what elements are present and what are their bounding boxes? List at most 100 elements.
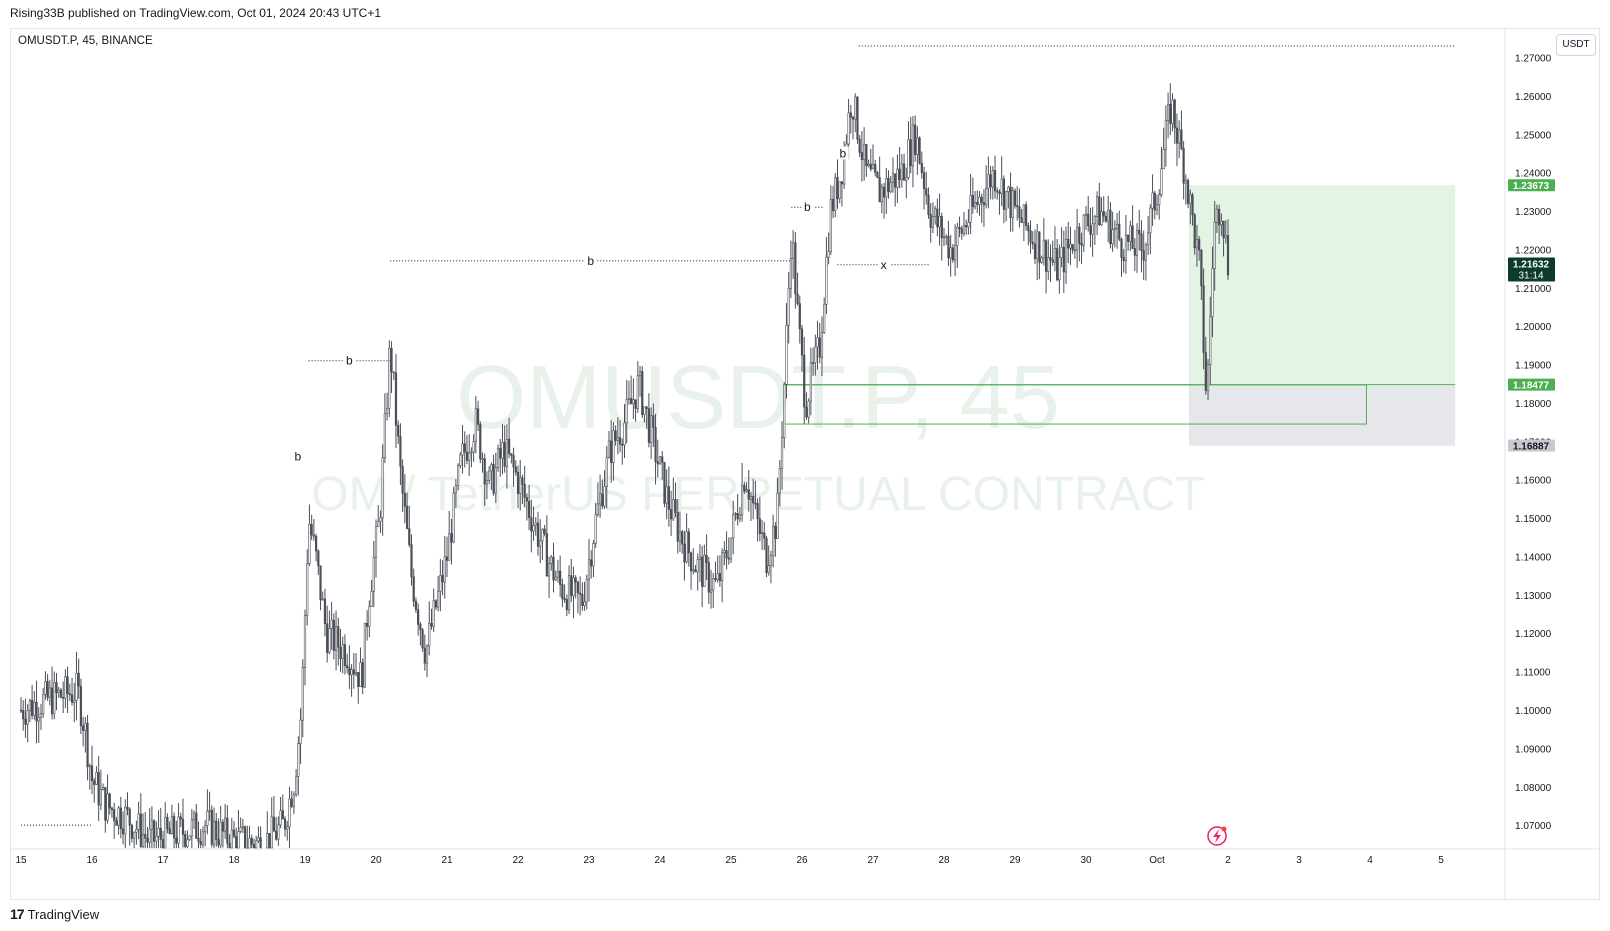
candle bbox=[1151, 174, 1154, 226]
candle bbox=[30, 684, 34, 720]
time-axis[interactable]: 15 16 17 18 19 20 21 22 23 24 25 26 27 28 29 30 Oct 2 3 4 5 bbox=[15, 855, 1444, 866]
candle bbox=[24, 698, 27, 738]
candle bbox=[743, 481, 746, 494]
candle bbox=[727, 537, 730, 565]
candle bbox=[703, 544, 706, 587]
stop-zone[interactable] bbox=[1188, 384, 1456, 446]
candle bbox=[39, 704, 43, 731]
candle bbox=[268, 833, 271, 849]
candle bbox=[1166, 92, 1170, 139]
candle bbox=[75, 651, 78, 721]
candle bbox=[940, 212, 943, 261]
candle bbox=[587, 538, 591, 602]
candle bbox=[721, 548, 724, 603]
candle bbox=[204, 820, 207, 847]
candle bbox=[825, 237, 828, 315]
candle bbox=[330, 601, 333, 650]
currency-button[interactable]: USDT bbox=[1556, 34, 1596, 56]
candle bbox=[175, 820, 178, 848]
candle bbox=[44, 671, 47, 700]
candle bbox=[397, 420, 400, 445]
candle bbox=[1022, 204, 1025, 242]
candle bbox=[854, 93, 857, 133]
candle bbox=[110, 806, 114, 818]
candle bbox=[181, 798, 185, 848]
candle bbox=[99, 769, 102, 811]
candle bbox=[545, 515, 548, 577]
lightning-icon[interactable] bbox=[1207, 826, 1227, 846]
candle bbox=[1058, 244, 1061, 294]
candle bbox=[172, 812, 176, 848]
candle bbox=[938, 193, 941, 246]
candle bbox=[525, 493, 528, 521]
price-tick-label: 1.15000 bbox=[1515, 514, 1552, 525]
candle bbox=[70, 677, 74, 706]
candle bbox=[1162, 127, 1165, 170]
price-tick-label: 1.10000 bbox=[1515, 706, 1552, 717]
candle bbox=[732, 500, 735, 555]
candle bbox=[312, 519, 315, 541]
candle bbox=[428, 601, 431, 656]
candle bbox=[246, 825, 249, 850]
candle bbox=[1089, 207, 1092, 248]
candle bbox=[352, 653, 355, 689]
candle bbox=[798, 295, 801, 344]
candle bbox=[1195, 224, 1199, 267]
level-label: b bbox=[346, 354, 353, 368]
footer-brand: 17 TradingView bbox=[10, 906, 99, 922]
candle bbox=[499, 438, 502, 477]
candle bbox=[745, 482, 748, 493]
candle bbox=[206, 789, 209, 835]
candle bbox=[1140, 220, 1143, 273]
candle bbox=[1222, 220, 1225, 257]
candle bbox=[1036, 223, 1039, 281]
candle bbox=[239, 817, 242, 834]
candle bbox=[279, 796, 282, 829]
candle bbox=[1082, 214, 1085, 253]
candle bbox=[998, 189, 1001, 215]
candle bbox=[1020, 208, 1023, 223]
candle bbox=[1122, 249, 1125, 273]
candle bbox=[319, 565, 322, 611]
candle bbox=[463, 431, 466, 468]
candle bbox=[958, 216, 961, 238]
candle bbox=[658, 455, 662, 465]
candle bbox=[1098, 182, 1101, 226]
candle bbox=[902, 153, 906, 181]
candle bbox=[936, 198, 939, 237]
candle bbox=[747, 469, 750, 512]
candle bbox=[445, 536, 449, 578]
candle bbox=[514, 460, 517, 476]
candle bbox=[84, 717, 87, 753]
candle bbox=[452, 486, 455, 544]
candle bbox=[184, 830, 187, 848]
candle bbox=[479, 421, 482, 464]
candle bbox=[79, 678, 83, 735]
candle bbox=[62, 681, 65, 714]
candle bbox=[456, 463, 460, 491]
candle bbox=[417, 603, 420, 636]
candle bbox=[796, 272, 799, 306]
candle bbox=[281, 794, 284, 820]
candle bbox=[270, 797, 273, 849]
candle bbox=[295, 769, 298, 798]
price-axis[interactable]: 1.27000 1.26000 1.25000 1.24000 1.23000 1.220… bbox=[1508, 54, 1555, 833]
candle bbox=[1042, 218, 1045, 266]
candle bbox=[818, 322, 821, 364]
symbol-info: OMUSDT.P, 45, BINANCE bbox=[18, 35, 153, 47]
candle bbox=[46, 673, 49, 701]
profit-zone[interactable] bbox=[1188, 185, 1456, 385]
candle bbox=[1133, 238, 1136, 271]
candle bbox=[1169, 83, 1172, 136]
candle bbox=[667, 466, 670, 527]
candle bbox=[201, 826, 205, 848]
candle bbox=[565, 594, 568, 617]
price-tick-label: 1.25000 bbox=[1515, 130, 1552, 141]
candle bbox=[987, 156, 990, 209]
candle bbox=[1095, 191, 1099, 235]
candle bbox=[1038, 231, 1041, 280]
candle bbox=[350, 664, 353, 697]
time-tick-label: 28 bbox=[938, 855, 950, 866]
candle bbox=[1115, 212, 1119, 249]
